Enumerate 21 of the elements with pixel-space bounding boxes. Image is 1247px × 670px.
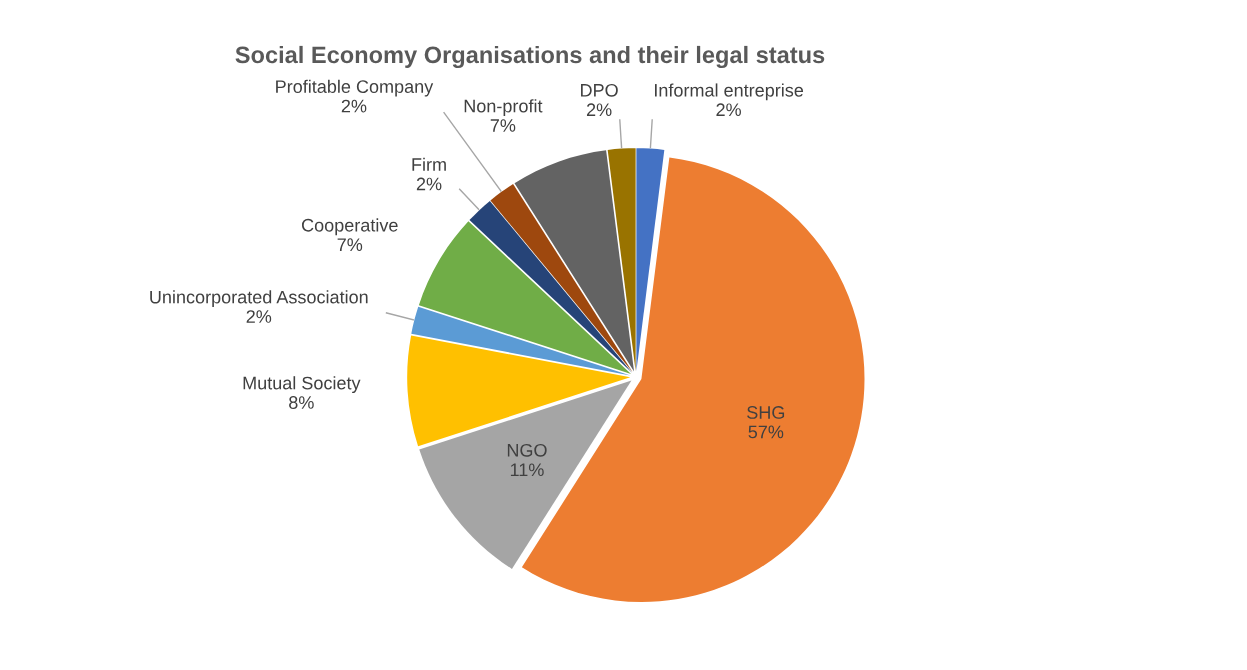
data-label: 7%: [337, 238, 363, 251]
slice-label: Unincorporated Association: [150, 290, 368, 308]
data-label: 2%: [586, 103, 612, 117]
slice-label: Informal entreprise: [655, 83, 804, 101]
slice-label: DPO: [581, 83, 618, 97]
data-label: 11%: [510, 463, 544, 477]
slice-label: Mutual Society: [243, 376, 361, 394]
data-label: 2%: [246, 310, 272, 323]
data-label: 57%: [748, 425, 784, 439]
data-label: 7%: [490, 119, 516, 132]
slice-label: NGO: [507, 443, 547, 457]
data-label: 8%: [289, 396, 314, 409]
chart-title: Social Economy Organisations and their legal status: [235, 45, 825, 69]
slice-label: Cooperative: [302, 218, 398, 236]
data-label: 2%: [716, 103, 741, 117]
data-label: 2%: [341, 99, 367, 113]
data-label: 2%: [416, 177, 442, 191]
slice-label: Non-profit: [464, 99, 543, 117]
slice-label: Profitable Company: [276, 79, 434, 97]
slice-label: SHG: [747, 406, 785, 419]
slice-label: Firm: [412, 157, 446, 171]
